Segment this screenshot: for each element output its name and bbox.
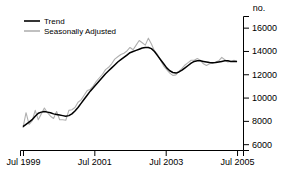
x-tick: Jul 2001 — [78, 150, 112, 167]
x-tick-mark — [166, 150, 167, 156]
x-tick-label: Jul 1999 — [6, 157, 40, 167]
y-tick: 8000 — [243, 116, 272, 126]
legend-entry: Seasonally Adjusted — [24, 27, 116, 36]
y-tick-label: 16000 — [252, 23, 277, 33]
plot-area — [23, 38, 237, 128]
y-tick: 16000 — [243, 23, 277, 33]
x-tick-label: Jul 2001 — [78, 157, 112, 167]
series-line — [23, 38, 237, 128]
y-tick-label: 10000 — [252, 93, 277, 103]
y-tick-mark — [243, 98, 249, 99]
y-axis-line — [244, 17, 250, 151]
x-tick-label: Jul 2005 — [221, 157, 255, 167]
y-tick-mark — [243, 144, 249, 145]
y-tick-label: 12000 — [252, 70, 277, 80]
y-axis: 6000 8000 10000 12000 14000 16000 — [243, 17, 277, 151]
x-tick: Jul 2005 — [221, 150, 255, 167]
x-tick-mark — [237, 150, 238, 156]
y-tick: 14000 — [243, 46, 277, 56]
x-tick: Jul 1999 — [6, 150, 40, 167]
y-tick: 6000 — [243, 140, 272, 150]
x-tick-label: Jul 2003 — [149, 157, 183, 167]
y-tick-label: 8000 — [252, 116, 272, 126]
chart: Jul 1999 Jul 2001 Jul 2003 Jul 2005 6000 8000… — [0, 0, 283, 170]
y-tick: 10000 — [243, 93, 277, 103]
legend-swatch — [24, 30, 40, 32]
legend-label: Trend — [44, 17, 65, 26]
x-tick-mark — [94, 150, 95, 156]
y-tick-mark — [243, 74, 249, 75]
legend-label: Seasonally Adjusted — [44, 27, 116, 36]
y-tick-mark — [243, 28, 249, 29]
x-axis: Jul 1999 Jul 2001 Jul 2003 Jul 2005 — [6, 150, 254, 167]
legend-entry: Trend — [24, 17, 65, 26]
x-tick: Jul 2003 — [149, 150, 183, 167]
y-tick-mark — [243, 51, 249, 52]
y-tick-label: 14000 — [252, 46, 277, 56]
y-axis-label: no. — [253, 3, 266, 13]
y-tick: 12000 — [243, 70, 277, 80]
series-line — [23, 47, 237, 126]
legend: TrendSeasonally Adjusted — [24, 17, 116, 36]
y-tick-label: 6000 — [252, 140, 272, 150]
x-tick-mark — [23, 150, 24, 156]
x-axis-line — [21, 151, 244, 157]
y-tick-mark — [243, 121, 249, 122]
legend-swatch — [24, 20, 40, 22]
